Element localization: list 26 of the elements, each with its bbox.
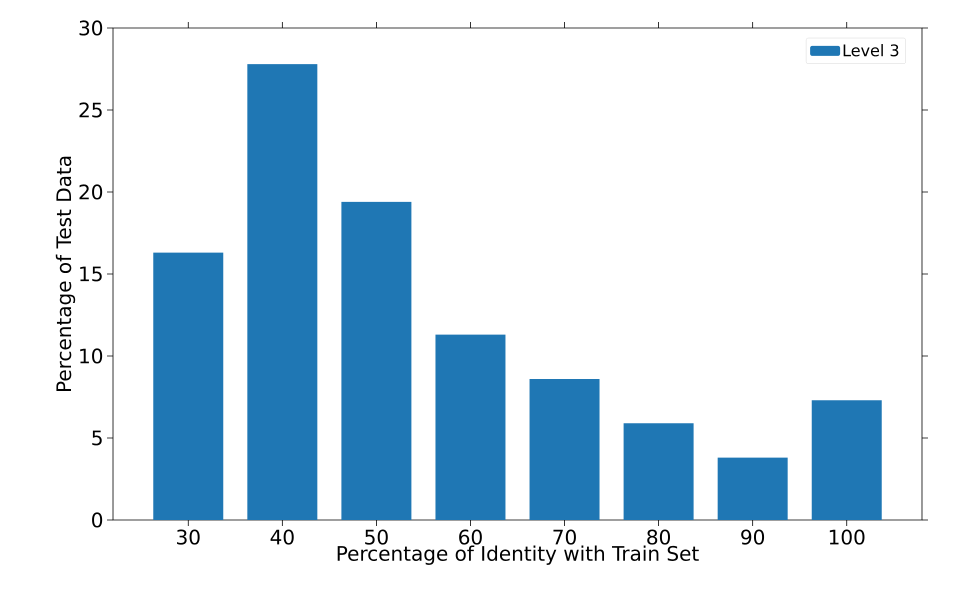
bar [624,423,694,520]
legend-label: Level 3 [844,44,898,56]
y-axis-title: Percentage of Test Data [56,156,76,392]
bar [435,334,506,520]
y-tick-label: 30 [80,20,102,36]
y-tick-label: 20 [79,184,102,200]
y-tick-label: 15 [80,266,102,282]
bar [341,202,412,520]
bar [530,378,600,520]
x-tick-label: 40 [270,530,294,545]
bar [247,64,318,520]
y-tick-label: 25 [79,102,102,118]
x-axis-title: Percentage of Identity with Train Set [338,546,699,565]
x-tick-label: 80 [647,530,670,545]
x-tick-label: 70 [553,530,576,545]
y-tick-label: 10 [80,348,102,364]
y-tick-label: 0 [92,512,102,528]
x-tick-label: 30 [177,530,200,545]
bar [812,400,882,520]
bar [153,252,224,520]
x-tick-label: 100 [830,530,864,545]
x-tick-label: 90 [741,530,764,545]
y-tick-label: 5 [92,430,102,446]
x-tick-label: 50 [365,530,388,545]
bar [718,458,788,520]
x-tick-label: 60 [459,530,482,545]
